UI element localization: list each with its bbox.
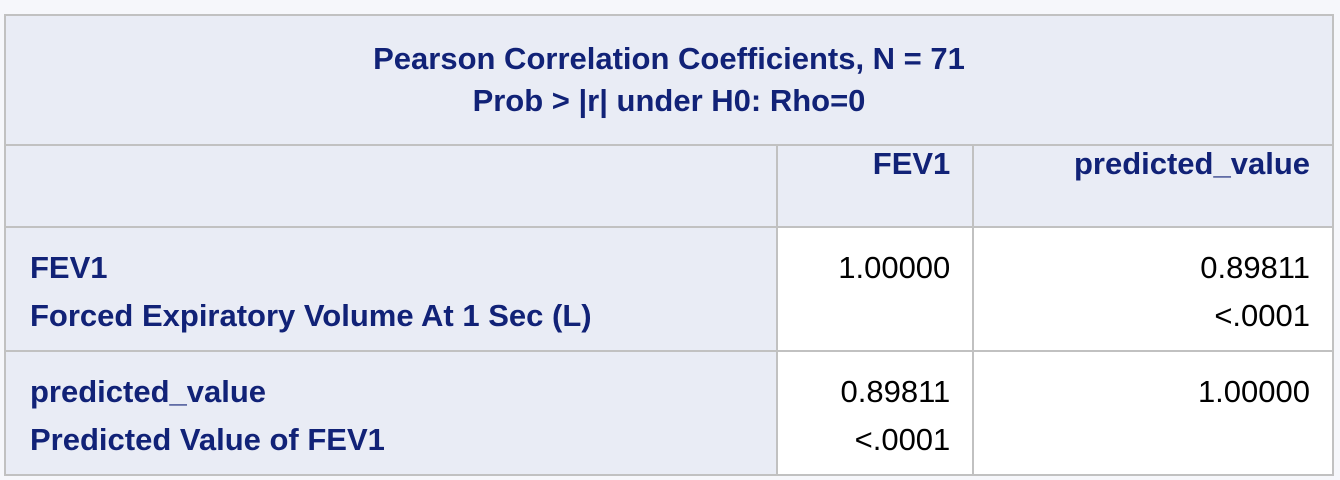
correlation-value: 0.89811 bbox=[1200, 250, 1310, 285]
correlation-cell: 0.89811 <.0001 bbox=[972, 226, 1334, 352]
correlation-value: 1.00000 bbox=[838, 250, 951, 285]
p-value: <.0001 bbox=[854, 422, 951, 457]
correlation-cell: 0.89811 <.0001 bbox=[776, 350, 975, 476]
table-row: predicted_value Predicted Value of FEV1 … bbox=[3, 350, 1334, 476]
column-header-predicted-value: predicted_value bbox=[972, 144, 1334, 228]
corner-header-cell bbox=[3, 144, 779, 228]
row-variable-label: Predicted Value of FEV1 bbox=[30, 422, 385, 457]
row-header-predicted-value: predicted_value Predicted Value of FEV1 bbox=[3, 350, 779, 476]
p-value: <.0001 bbox=[1214, 298, 1310, 333]
row-variable-label: Forced Expiratory Volume At 1 Sec (L) bbox=[30, 298, 592, 333]
column-header-fev1: FEV1 bbox=[776, 144, 975, 228]
row-header-fev1: FEV1 Forced Expiratory Volume At 1 Sec (… bbox=[3, 226, 779, 352]
table-caption: Pearson Correlation Coefficients, N = 71… bbox=[4, 14, 1334, 146]
table-row: FEV1 Forced Expiratory Volume At 1 Sec (… bbox=[3, 226, 1334, 352]
row-variable-name: FEV1 bbox=[30, 250, 108, 285]
row-variable-name: predicted_value bbox=[30, 374, 267, 409]
correlation-cell: 1.00000 bbox=[776, 226, 975, 352]
pearson-correlation-table: Pearson Correlation Coefficients, N = 71… bbox=[3, 14, 1334, 476]
correlation-cell: 1.00000 bbox=[972, 350, 1334, 476]
caption-title: Pearson Correlation Coefficients, N = 71 bbox=[373, 41, 965, 76]
correlation-value: 1.00000 bbox=[1197, 374, 1310, 409]
correlation-value: 0.89811 bbox=[840, 374, 951, 409]
caption-subtitle: Prob > |r| under H0: Rho=0 bbox=[472, 83, 866, 118]
